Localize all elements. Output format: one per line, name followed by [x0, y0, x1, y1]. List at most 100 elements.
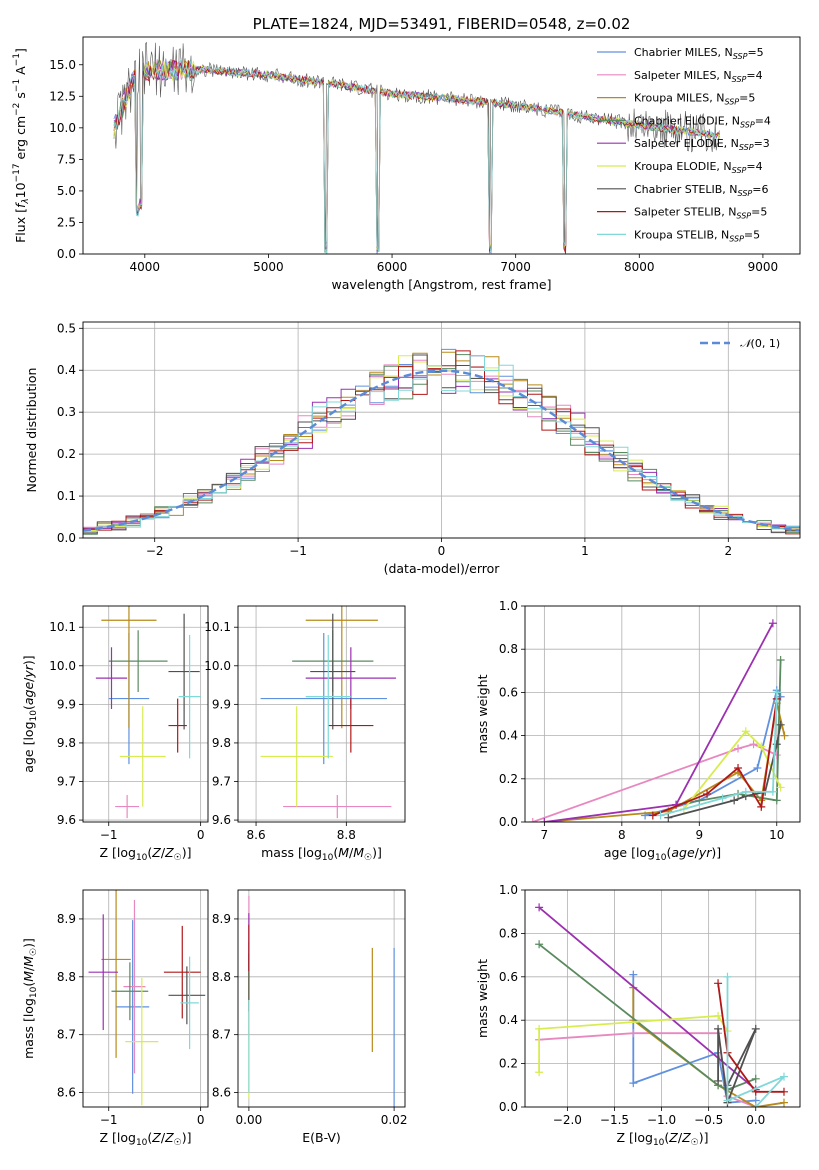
- weight-marker: [776, 656, 785, 664]
- weight-marker: [648, 811, 657, 820]
- x-tick-label: −1.5: [600, 1113, 629, 1127]
- weight-marker: [730, 796, 739, 805]
- spectrum-series-0: [113, 58, 720, 254]
- y-tick-label: 0.8: [499, 642, 518, 656]
- y-axis-label: mass weight: [475, 674, 490, 753]
- y-tick-label: 0.3: [57, 405, 76, 419]
- x-tick-label: 0.00: [236, 1113, 263, 1127]
- weight-marker: [741, 787, 750, 796]
- x-tick-label: 8000: [624, 260, 655, 274]
- weight-marker: [751, 1103, 760, 1107]
- legend-entry: Salpeter STELIB, NSSP=5: [634, 206, 767, 221]
- weight-marker: [768, 787, 777, 796]
- y-tick-label: 5.0: [57, 184, 76, 198]
- x-tick-label: 0: [197, 1113, 205, 1127]
- x-tick-label: 0.0: [746, 1113, 765, 1127]
- y-tick-label: 0.4: [499, 729, 518, 743]
- spectrum-series-3: [113, 58, 720, 252]
- weight-marker: [779, 1072, 788, 1081]
- x-tick-label: 9000: [748, 260, 779, 274]
- legend-entry: Chabrier ELODIE, NSSP=4: [634, 114, 771, 129]
- x-tick-label: 7: [541, 828, 549, 842]
- panel-mass_vs_Z: −1 0 8.6 8.7 8.8 8.9 Z [log10(Z/Z☉)] mass [log1…: [21, 889, 209, 1148]
- chart-title: PLATE=1824, MJD=53491, FIBERID=0548, z=0…: [253, 15, 631, 33]
- weight-marker: [535, 1068, 544, 1077]
- axes-frame: [237, 605, 406, 823]
- weight-marker: [535, 1024, 544, 1033]
- weight-marker: [776, 783, 785, 792]
- weight-line-series-1: [532, 743, 778, 822]
- legend-entry: Chabrier MILES, NSSP=5: [634, 46, 764, 61]
- weight-marker: [714, 1024, 723, 1033]
- legend-entry: Salpeter ELODIE, NSSP=3: [634, 137, 770, 152]
- spectrum-series-8: [113, 57, 720, 254]
- weight-marker: [629, 1029, 638, 1038]
- weight-line-series-4: [538, 906, 757, 1091]
- weight-marker: [780, 731, 789, 740]
- x-tick-label: −1.0: [647, 1113, 676, 1127]
- y-tick-label: 9.9: [212, 697, 231, 711]
- panel-spectrum: 4000 5000 6000 7000 8000 9000 0.0 2.5 5.0 7.5 10.0…: [12, 15, 801, 292]
- weight-marker: [714, 1011, 723, 1020]
- y-tick-label: 0.2: [499, 772, 518, 786]
- x-tick-label: 10: [769, 828, 784, 842]
- x-tick-label: −1: [100, 1113, 118, 1127]
- legend: 𝒩(0, 1): [700, 337, 780, 350]
- y-tick-label: 0.5: [57, 321, 76, 335]
- y-tick-label: 9.7: [212, 775, 231, 789]
- y-tick-label: 0.4: [499, 1013, 518, 1027]
- weight-marker: [703, 789, 712, 798]
- weight-marker: [741, 727, 750, 736]
- x-tick-label: 8: [618, 828, 626, 842]
- x-tick-label: 8.8: [337, 828, 356, 842]
- weight-marker: [540, 818, 549, 822]
- y-tick-label: 10.0: [204, 659, 231, 673]
- spectrum-series-7: [113, 59, 720, 254]
- x-axis-label: E(B-V): [302, 1130, 341, 1145]
- gridlines: [525, 889, 800, 1108]
- y-tick-label: 0.2: [499, 1057, 518, 1071]
- weight-line-series-6: [668, 724, 782, 819]
- axes-frame: [82, 36, 801, 255]
- legend-entry: Salpeter MILES, NSSP=4: [634, 69, 763, 84]
- x-axis-label: Z [log10(Z/Z☉)]: [99, 845, 191, 863]
- spectrum-series-5: [113, 60, 720, 253]
- x-tick-label: −2: [146, 544, 164, 558]
- plot-area: [528, 619, 789, 822]
- x-axis-label: Z [log10(Z/Z☉)]: [616, 1130, 708, 1148]
- weight-marker: [718, 794, 727, 803]
- axes-frame: [524, 889, 801, 1108]
- weight-marker: [629, 1079, 638, 1088]
- plot-area: [260, 606, 396, 819]
- axes-frame: [237, 889, 406, 1108]
- plot-area: [535, 903, 788, 1107]
- legend-entry: 𝒩(0, 1): [740, 337, 780, 350]
- x-tick-label: 0.02: [381, 1113, 408, 1127]
- y-tick-label: 15.0: [49, 58, 76, 72]
- weight-marker: [779, 1098, 788, 1107]
- x-axis-label: mass [log10(M/M☉)]: [261, 845, 382, 863]
- weight-marker: [723, 972, 732, 981]
- gridlines: [238, 890, 405, 1107]
- axes-frame: [82, 321, 801, 539]
- plot-area: [88, 890, 206, 1106]
- panel-age_vs_mass: 8.6 8.8 9.6 9.7 9.8 9.9 10.0 10.1 mass [log10(M/…: [204, 605, 406, 863]
- y-tick-label: 9.6: [212, 813, 231, 827]
- y-tick-label: 0.8: [499, 926, 518, 940]
- x-axis-label: (data-model)/error: [384, 561, 501, 576]
- weight-marker: [757, 802, 766, 811]
- y-tick-label: 12.5: [49, 89, 76, 103]
- weight-line-series-0: [644, 687, 782, 817]
- weight-marker: [734, 764, 743, 772]
- y-tick-label: 9.6: [57, 813, 76, 827]
- y-tick-label: 9.9: [57, 697, 76, 711]
- weight-line-series-3: [538, 943, 757, 1091]
- panel-weight_vs_Z: −2.0 −1.5 −1.0 −0.5 0.0 0.0 0.2 0.4 0.6 0.8 1.0 Z […: [475, 883, 801, 1148]
- y-tick-label: 9.8: [57, 736, 76, 750]
- histogram-series-8: [83, 355, 800, 532]
- y-tick-label: 0.6: [499, 970, 518, 984]
- x-tick-label: 9: [695, 828, 703, 842]
- panel-mass_vs_ebv: 0.00 0.02 8.6 8.7 8.8 8.9 E(B-V): [212, 889, 408, 1145]
- y-tick-label: 8.7: [57, 1028, 76, 1042]
